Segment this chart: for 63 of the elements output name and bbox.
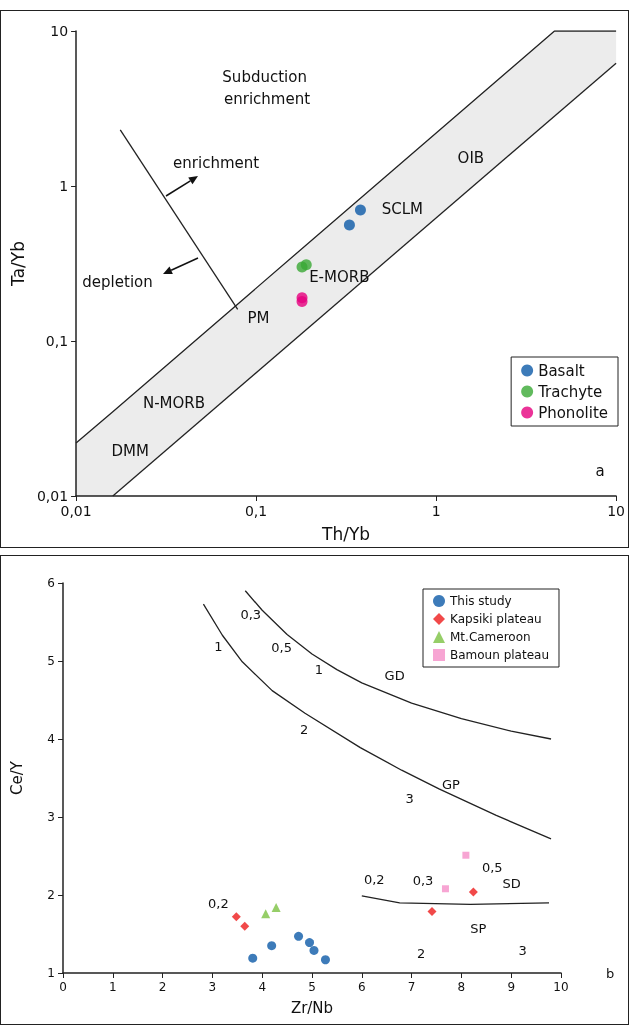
x-tick-label: 10	[607, 503, 626, 519]
legend-label: Bamoun plateau	[450, 648, 550, 662]
annotation: 1	[214, 638, 223, 654]
x-tick-label: 8	[457, 980, 466, 994]
annotation: Subduction enrichment	[222, 67, 312, 108]
x-tick-label: 1	[108, 980, 117, 994]
x-tick-label: 0	[59, 980, 67, 994]
legend-label: This study	[449, 594, 512, 608]
annotation: SP	[470, 921, 487, 937]
annotation: GP	[441, 776, 461, 792]
y-tick-label: 5	[47, 654, 55, 668]
annotation: 0,5	[271, 640, 292, 656]
annotation: a	[595, 462, 605, 480]
annotation: 0,3	[240, 607, 262, 623]
y-axis-title: Ce/Y	[7, 760, 26, 795]
annotation: 2	[299, 722, 309, 738]
x-tick-label: 10	[553, 980, 569, 994]
x-tick-label: 0,01	[60, 503, 92, 519]
y-tick-label: 3	[47, 810, 55, 824]
y-tick-label: 6	[47, 576, 55, 590]
x-tick-label: 1	[431, 503, 441, 519]
legend-label: Kapsiki plateau	[450, 612, 542, 626]
annotation: SCLM	[381, 200, 424, 219]
annotation: GD	[384, 667, 405, 683]
x-tick-label: 9	[507, 980, 516, 994]
x-tick-label: 4	[258, 980, 267, 994]
x-tick-label: 0,1	[244, 503, 268, 519]
annotation: N-MORB	[142, 393, 206, 412]
annotation: E-MORB	[309, 267, 370, 286]
annotation: depletion	[82, 273, 153, 292]
y-tick-label: 10	[50, 23, 69, 39]
y-tick-label: 0,01	[36, 488, 69, 504]
x-tick-label: 2	[158, 980, 167, 994]
legend-label: Mt.Cameroon	[450, 630, 531, 644]
x-tick-label: 6	[357, 980, 366, 994]
annotation: OIB	[457, 148, 485, 167]
x-tick-label: 5	[308, 980, 316, 994]
annotation: DMM	[111, 441, 149, 460]
y-tick-label: 1	[59, 178, 69, 194]
y-tick-label: 1	[47, 966, 55, 980]
annotation: PM	[247, 309, 270, 328]
y-tick-label: 0,1	[45, 333, 69, 349]
y-axis-title: Ta/Yb	[7, 241, 28, 287]
x-tick-label: 3	[208, 980, 217, 994]
y-tick-label: 4	[47, 732, 55, 746]
y-tick-label: 2	[47, 888, 55, 902]
annotation: 0,3	[412, 873, 434, 889]
x-axis-title: Zr/Nb	[290, 998, 334, 1017]
annotation: 2	[416, 946, 426, 961]
annotation: SD	[502, 875, 521, 891]
text: b	[605, 965, 615, 981]
annotation: 0,2	[208, 896, 229, 912]
annotation: enrichment	[173, 153, 260, 172]
annotation: 3	[405, 790, 414, 806]
legend-label: Trachyte	[537, 382, 603, 401]
annotation: 0,5	[481, 860, 503, 876]
annotation: 1	[314, 662, 324, 678]
annotation: 3	[518, 942, 527, 958]
legend-label: Phonolite	[538, 403, 608, 422]
annotation: 0,2	[363, 871, 385, 887]
x-tick-label: 7	[407, 980, 416, 994]
legend-label: Basalt	[538, 361, 585, 380]
x-axis-title: Th/Yb	[321, 523, 371, 544]
